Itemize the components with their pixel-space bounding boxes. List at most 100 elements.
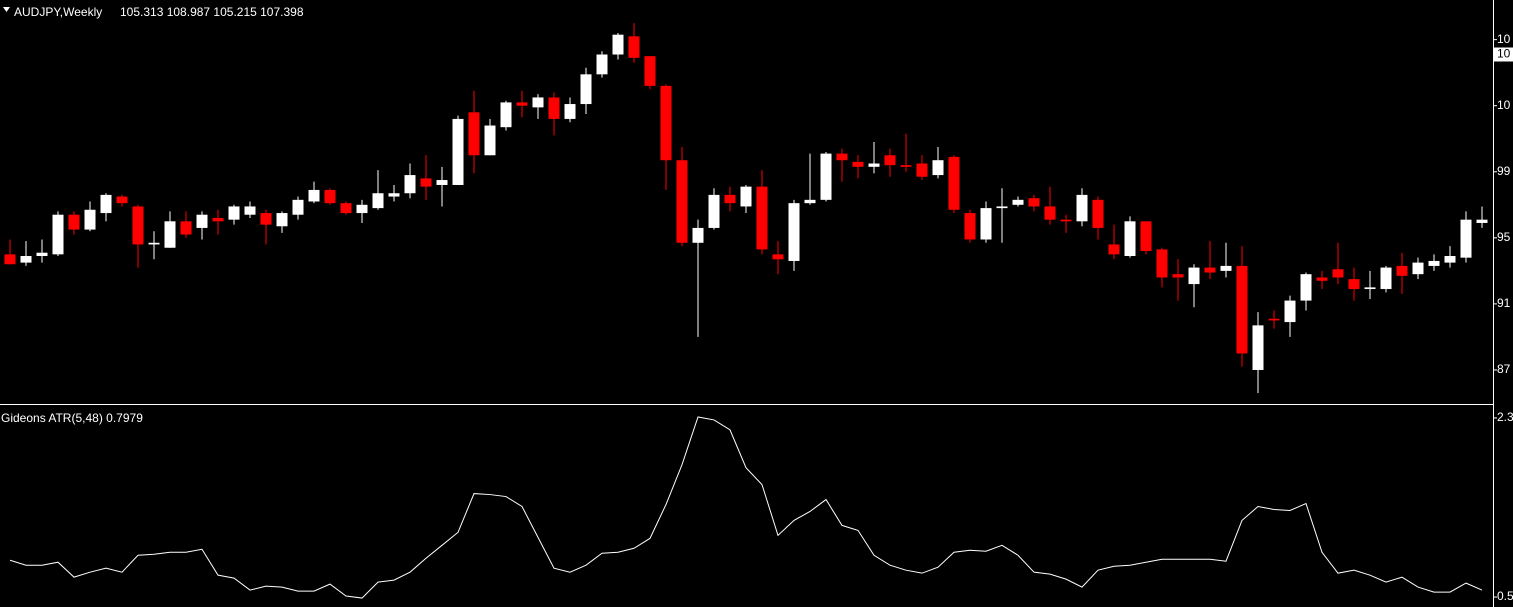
candle-body xyxy=(180,221,192,235)
candle-body xyxy=(164,221,176,248)
candle-body xyxy=(356,204,368,214)
candle-body xyxy=(1060,219,1072,222)
candle-body xyxy=(1028,198,1040,207)
y-tick-label: 0.5 xyxy=(1497,589,1513,603)
candle-body xyxy=(612,34,624,55)
y-tick-label: 10 xyxy=(1497,32,1511,46)
candle-body xyxy=(980,208,992,240)
candle-body xyxy=(868,163,880,167)
candle-body xyxy=(308,189,320,202)
candle-body xyxy=(676,160,688,243)
candle-body xyxy=(68,214,80,230)
candle-body xyxy=(820,153,832,200)
candle-body xyxy=(580,74,592,105)
price-label: 10 xyxy=(1497,47,1511,61)
candle-body xyxy=(228,206,240,220)
collapse-arrow[interactable] xyxy=(3,7,10,12)
candle-body xyxy=(884,155,896,166)
candle-body xyxy=(948,156,960,210)
candle-body xyxy=(596,54,608,75)
candle-body xyxy=(1044,206,1056,220)
candle-body xyxy=(196,214,208,228)
ohlc-readout: 105.313 108.987 105.215 107.398 xyxy=(120,5,304,19)
candle-body xyxy=(1444,256,1456,263)
candle-body xyxy=(100,194,112,214)
y-tick-label: 87 xyxy=(1497,362,1511,376)
y-tick-label: 91 xyxy=(1497,296,1511,310)
candle-body xyxy=(564,104,576,119)
candle-body xyxy=(1316,277,1328,281)
candle-body xyxy=(756,186,768,250)
candle-body xyxy=(1380,267,1392,290)
candle-body xyxy=(132,206,144,245)
candle-body xyxy=(1300,274,1312,301)
candle-body xyxy=(996,206,1008,209)
candle-body xyxy=(692,227,704,243)
candle-body xyxy=(900,165,912,167)
candle-body xyxy=(388,193,400,197)
candle-body xyxy=(452,118,464,185)
candle-body xyxy=(1140,221,1152,252)
candle-body xyxy=(36,252,48,257)
candle-body xyxy=(852,161,864,167)
candle-body xyxy=(916,163,928,177)
candle-body xyxy=(836,153,848,161)
candle-body xyxy=(660,85,672,161)
candle-body xyxy=(436,180,448,185)
price-label-box xyxy=(1494,47,1513,62)
candle-body xyxy=(1124,221,1136,257)
candle-body xyxy=(1012,199,1024,205)
candle-body xyxy=(260,213,272,225)
candle-body xyxy=(468,112,480,156)
candle-body xyxy=(1172,274,1184,278)
candle-body xyxy=(644,56,656,86)
chart-title: AUDJPY,Weekly xyxy=(14,5,102,19)
candle-body xyxy=(1396,265,1408,276)
candle-body xyxy=(1284,300,1296,323)
candle-body xyxy=(932,160,944,176)
candle-body xyxy=(532,97,544,108)
candle-body xyxy=(1188,267,1200,285)
candle-body xyxy=(244,206,256,215)
candle-body xyxy=(1412,262,1424,275)
candle-body xyxy=(804,199,816,204)
candle-body xyxy=(1364,287,1376,290)
candle-body xyxy=(724,194,736,204)
candle-body xyxy=(340,203,352,214)
candle-body xyxy=(84,209,96,230)
candle-body xyxy=(708,194,720,228)
candle-body xyxy=(372,193,384,209)
candle-body xyxy=(500,102,512,128)
candle-body xyxy=(276,213,288,227)
candle-body xyxy=(1108,244,1120,255)
y-tick-label: 10 xyxy=(1497,98,1511,112)
indicator-line xyxy=(9,416,1483,599)
candle-body xyxy=(964,213,976,240)
candle-body xyxy=(1092,199,1104,228)
candle-body xyxy=(1156,249,1168,278)
indicator-title: Gideons ATR(5,48) 0.7979 xyxy=(1,411,143,425)
candle-body xyxy=(788,203,800,261)
candle-body xyxy=(20,256,32,263)
candle-body xyxy=(420,178,432,187)
candle-body xyxy=(1332,269,1344,278)
candle-body xyxy=(52,214,64,255)
candle-body xyxy=(116,196,128,204)
candle-body xyxy=(1076,194,1088,222)
candle-body xyxy=(1348,279,1360,290)
candle-body xyxy=(628,36,640,58)
candle-body xyxy=(4,254,16,265)
candle-body xyxy=(1476,219,1488,223)
candle-body xyxy=(404,175,416,194)
candle-body xyxy=(740,186,752,207)
y-tick-label: 95 xyxy=(1497,230,1511,244)
candle-body xyxy=(516,102,528,106)
y-tick-label: 2.3 xyxy=(1497,410,1513,424)
candle-body xyxy=(772,254,784,260)
candle-body xyxy=(1236,265,1248,354)
candle-body xyxy=(484,125,496,156)
candle-body xyxy=(1428,260,1440,266)
candle-body xyxy=(1268,318,1280,321)
